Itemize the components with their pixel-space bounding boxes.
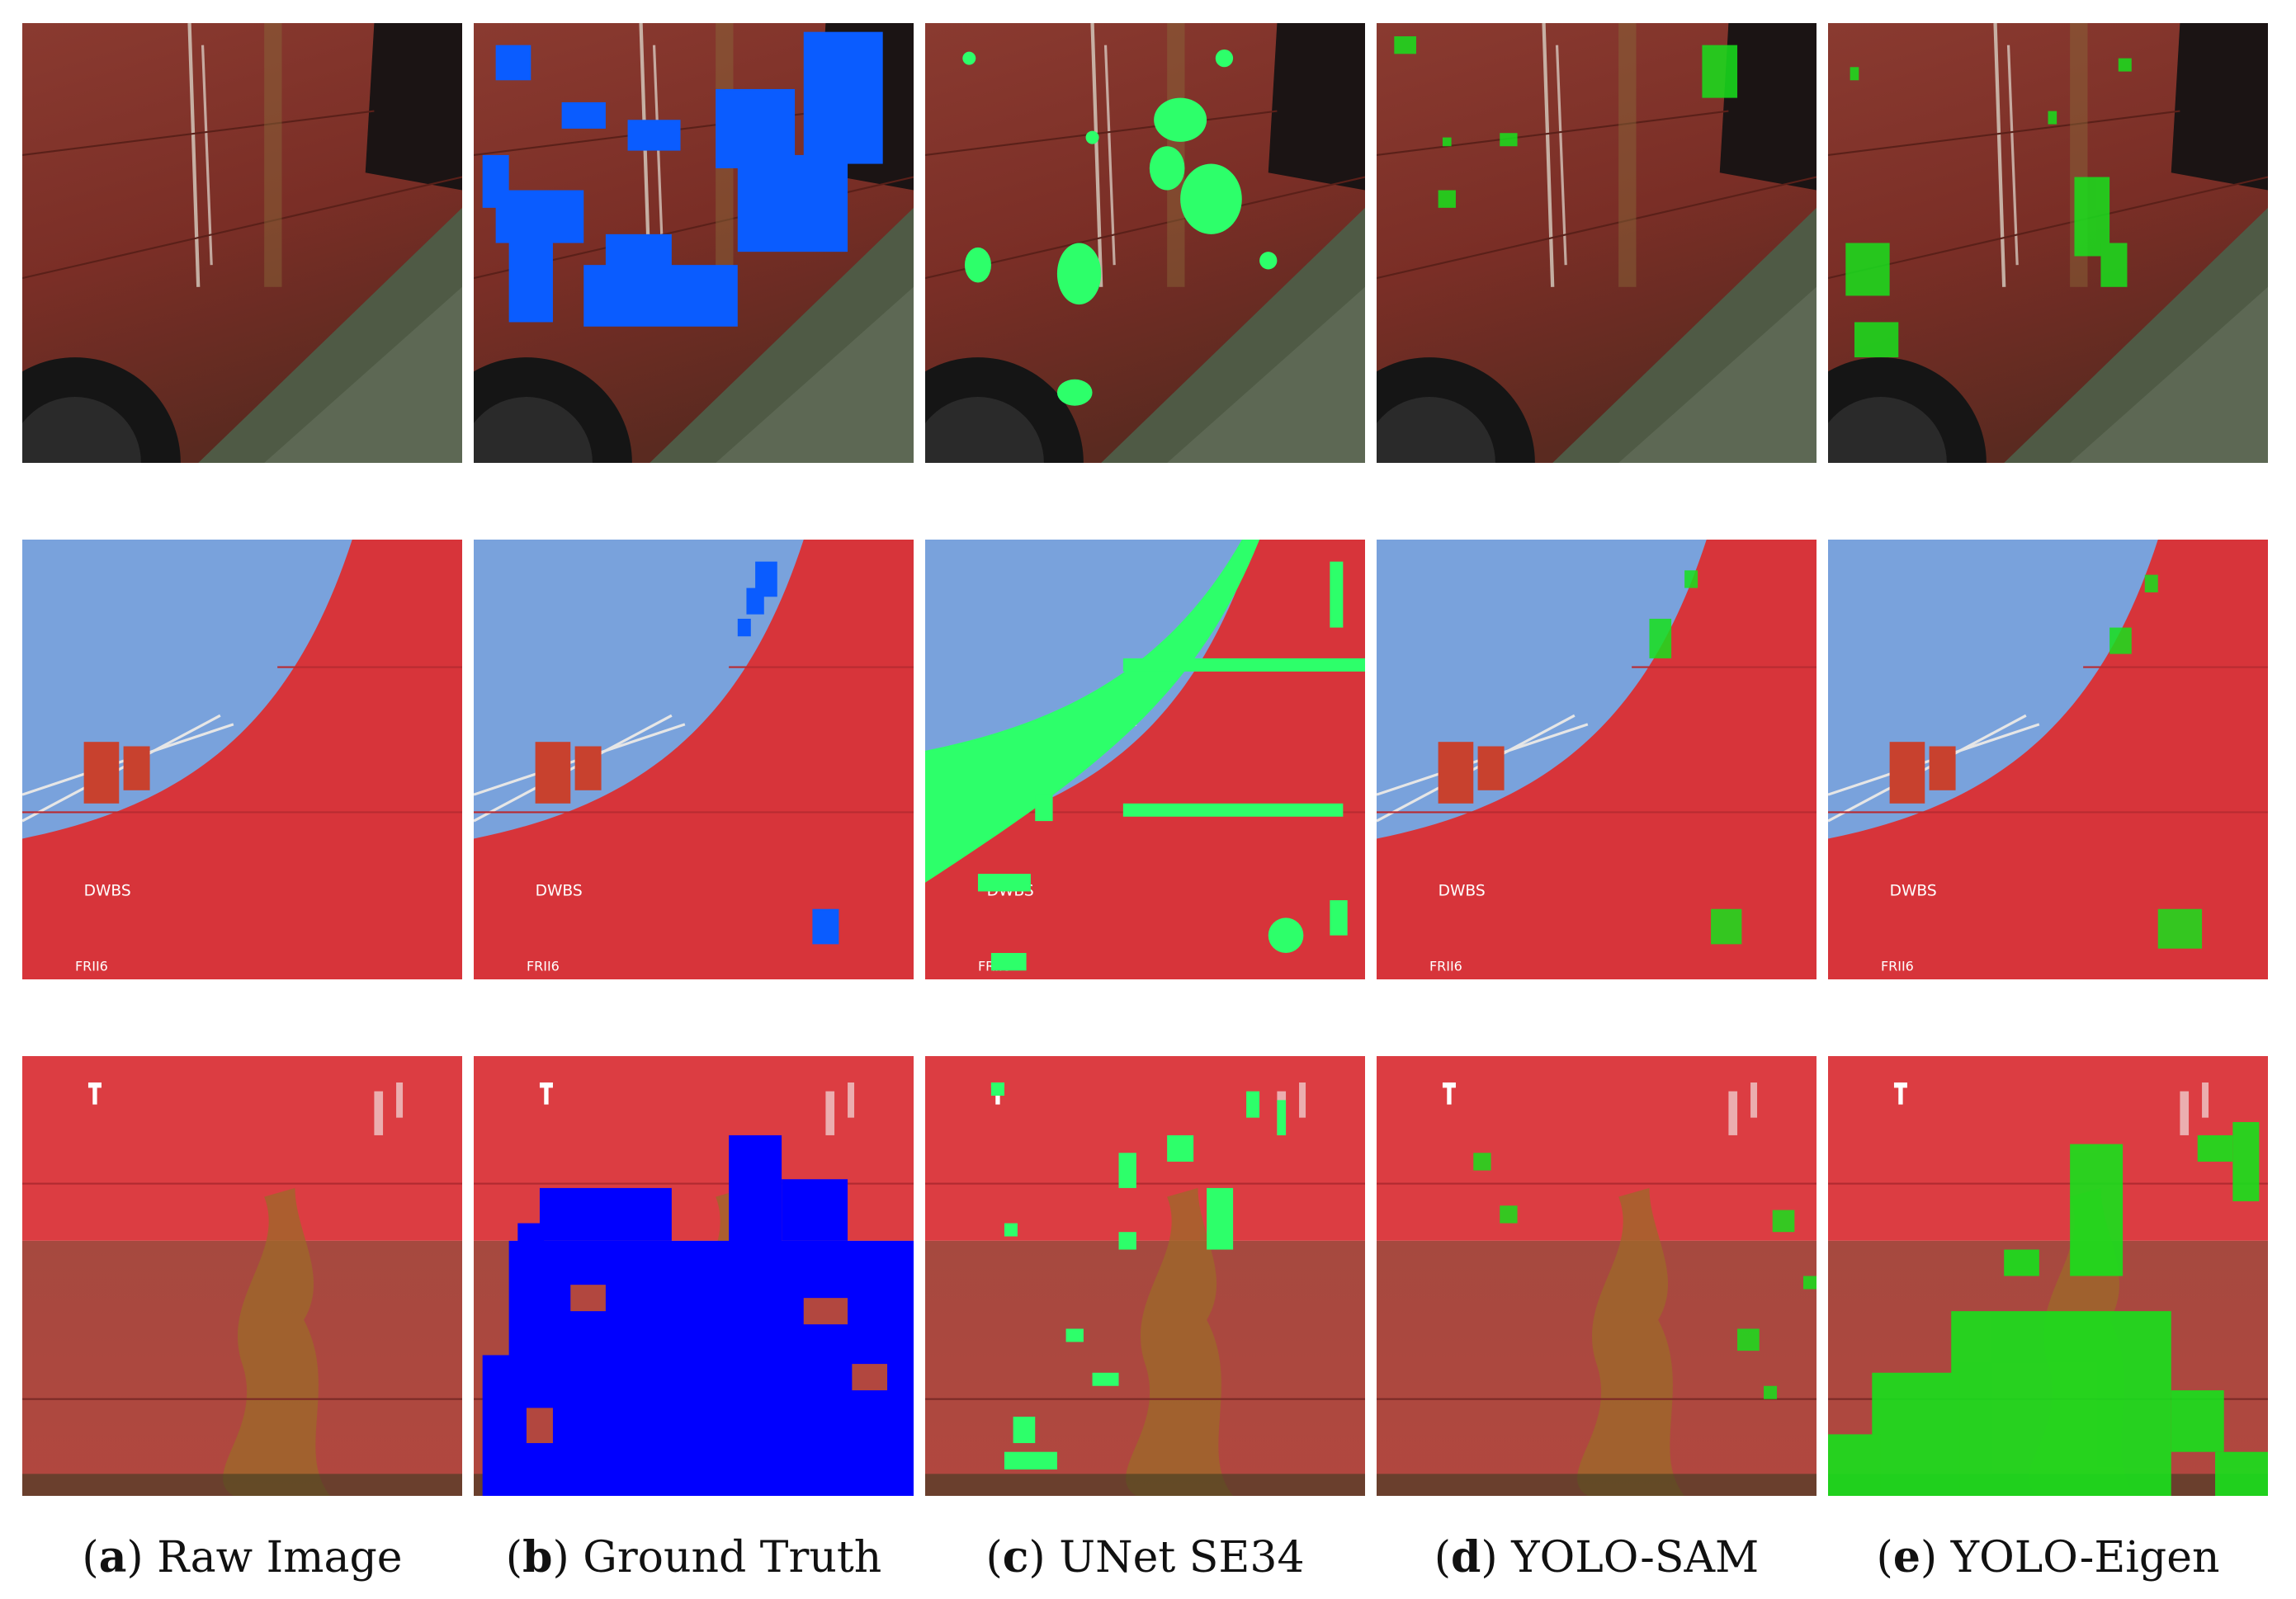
panel-row1-raw-image bbox=[22, 23, 462, 463]
panel-row1-unet-se34 bbox=[925, 23, 1365, 463]
panel-row1-yolo-sam bbox=[1377, 23, 1816, 463]
panel-row3-yolo-sam bbox=[1377, 1056, 1816, 1496]
caption-unet-se34: (c) UNet SE34 bbox=[985, 1532, 1305, 1582]
panel-row2-raw-image bbox=[22, 540, 462, 979]
panel-row3-yolo-eigen bbox=[1828, 1056, 2268, 1496]
panel-row2-yolo-eigen bbox=[1828, 540, 2268, 979]
panel-row1-ground-truth bbox=[474, 23, 914, 463]
caption-yolo-sam: (d) YOLO-SAM bbox=[1434, 1532, 1760, 1582]
panel-row1-yolo-eigen bbox=[1828, 23, 2268, 463]
panel-row2-ground-truth bbox=[474, 540, 914, 979]
caption-raw-image: (a) Raw Image bbox=[82, 1532, 403, 1582]
panel-row2-unet-se34 bbox=[925, 540, 1365, 979]
panel-row2-yolo-sam bbox=[1377, 540, 1816, 979]
panel-row3-raw-image bbox=[22, 1056, 462, 1496]
panel-row3-unet-se34 bbox=[925, 1056, 1365, 1496]
panel-row3-ground-truth bbox=[474, 1056, 914, 1496]
caption-ground-truth: (b) Ground Truth bbox=[505, 1532, 882, 1582]
caption-yolo-eigen: (e) YOLO-Eigen bbox=[1876, 1532, 2220, 1582]
